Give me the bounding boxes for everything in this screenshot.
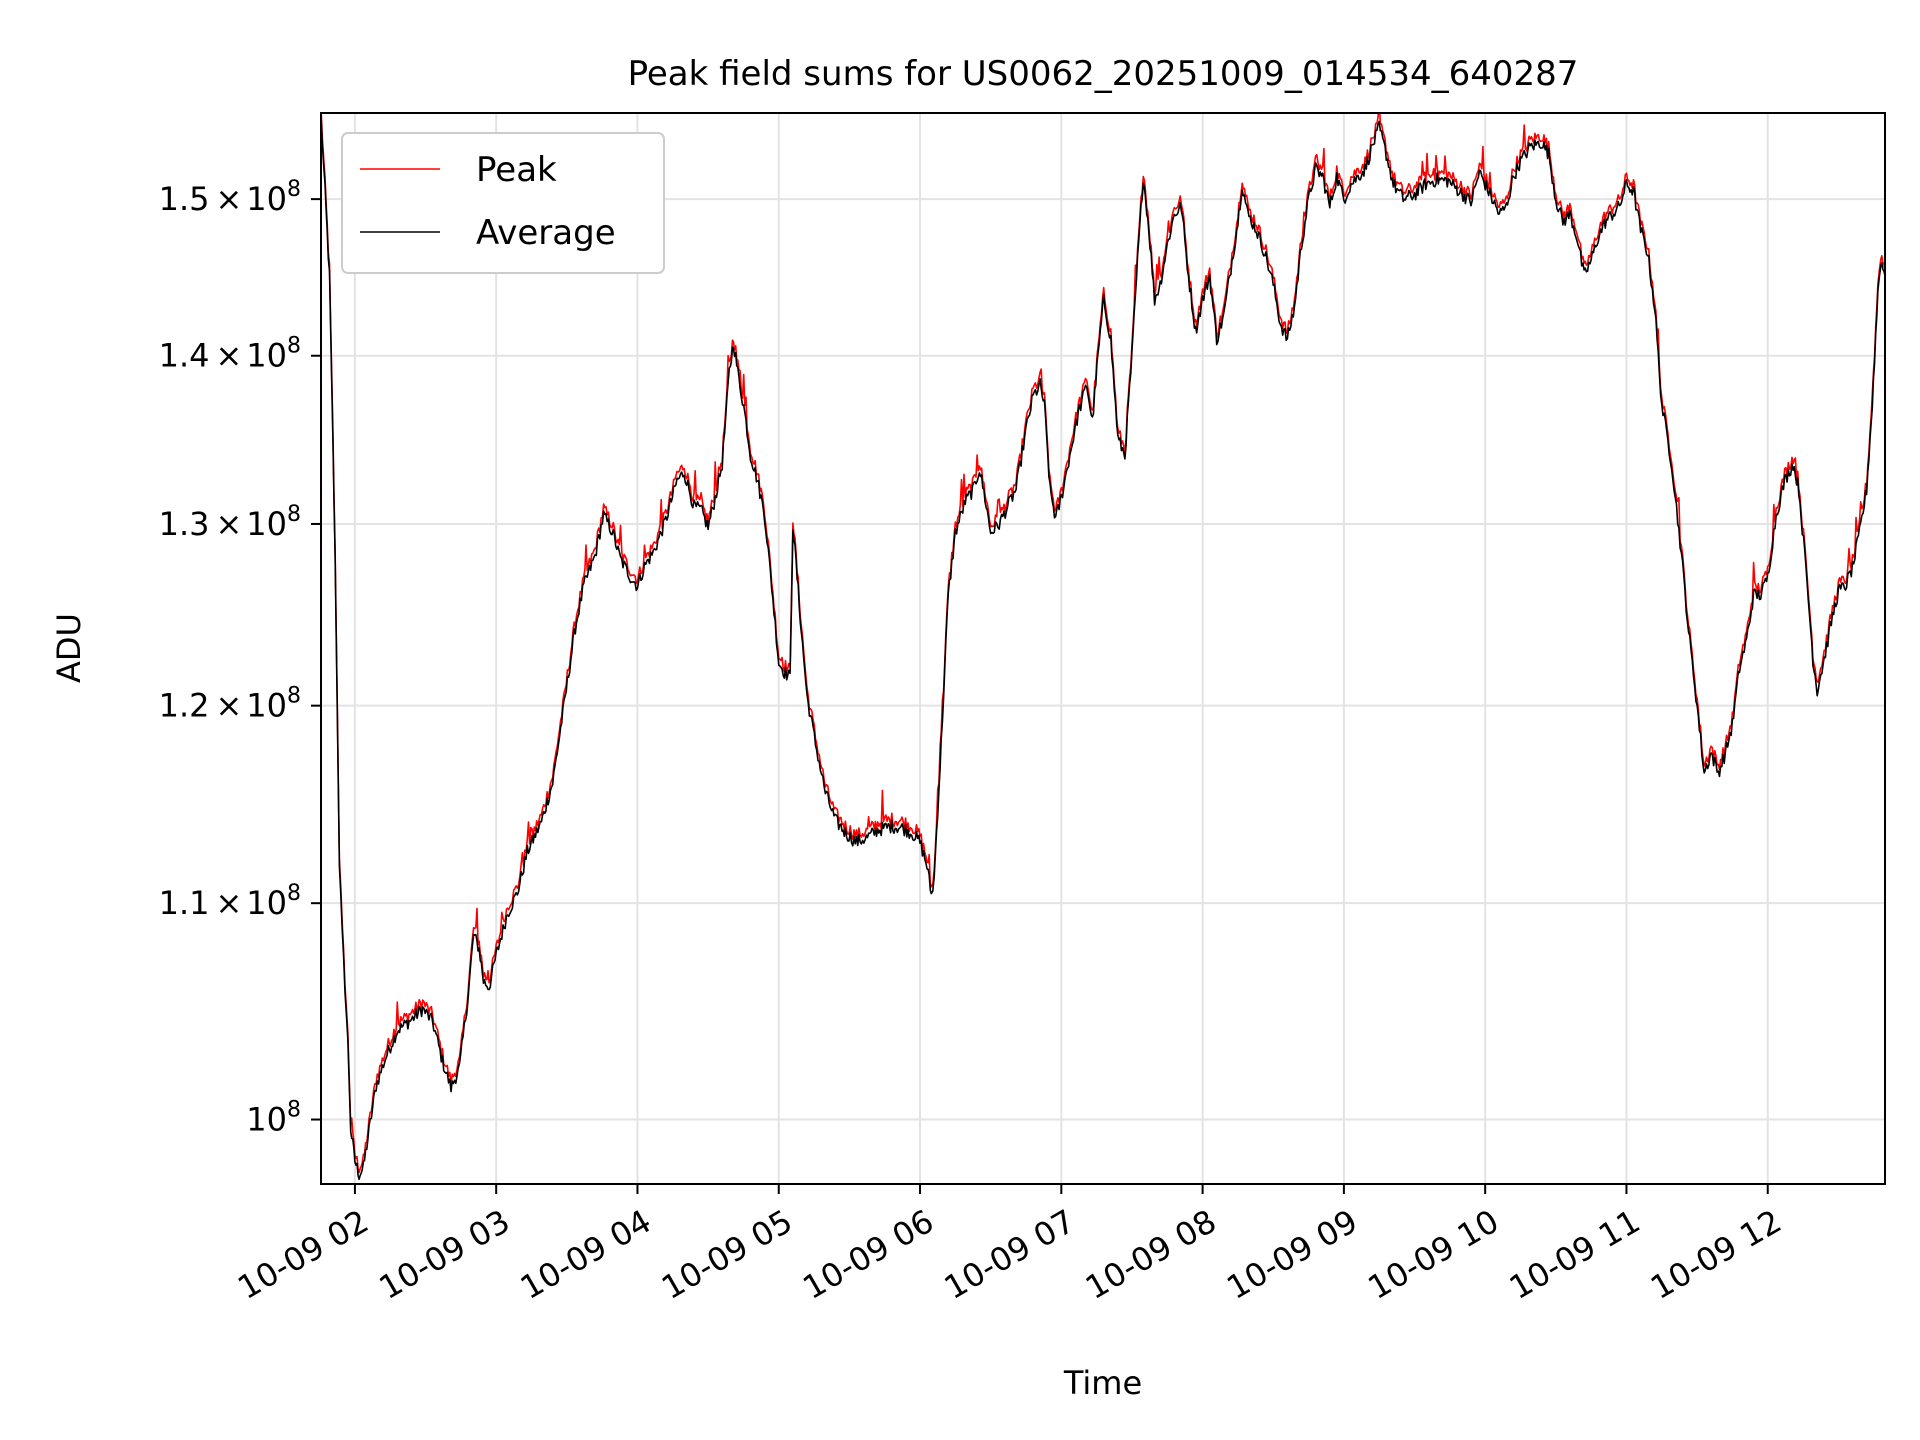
y-tick-label: 108 — [246, 1098, 301, 1139]
y-tick-label: 1.2 × 108 — [159, 684, 301, 725]
legend-peak-label: Peak — [476, 150, 557, 190]
plot-frame — [320, 112, 1886, 1185]
legend-box — [341, 132, 665, 274]
y-axis-label: ADU — [50, 613, 88, 683]
legend: Peak Average — [341, 132, 665, 274]
y-tick-label: 1.4 × 108 — [159, 334, 301, 375]
plot-series — [321, 113, 1885, 1181]
y-tick-label: 1.3 × 108 — [159, 502, 301, 543]
chart-title: Peak field sums for US0062_20251009_0145… — [628, 54, 1579, 94]
y-tick-label: 1.1 × 108 — [159, 881, 301, 922]
x-axis-label: Time — [1063, 1364, 1142, 1402]
grid — [321, 113, 1885, 1184]
average-series-line — [321, 115, 1885, 1181]
legend-average-label: Average — [476, 213, 616, 253]
y-tick-label: 1.5 × 108 — [159, 177, 301, 218]
